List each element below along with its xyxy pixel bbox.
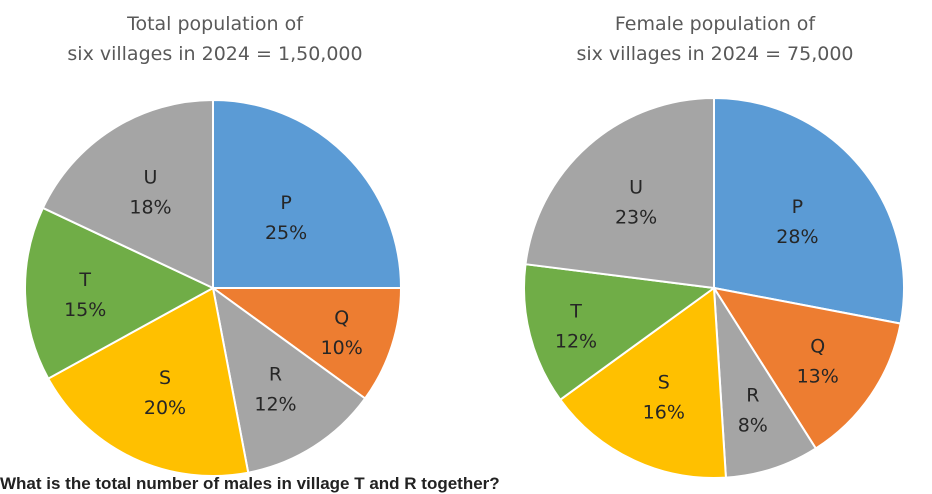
slice-category-label: T bbox=[569, 300, 582, 322]
slice-category-label: U bbox=[629, 177, 643, 199]
pie-slice-t bbox=[523, 263, 717, 402]
slice-category-label: S bbox=[159, 367, 171, 389]
slice-value-label: 8% bbox=[738, 414, 768, 436]
pie-slice-t bbox=[24, 206, 216, 380]
slice-value-label: 12% bbox=[254, 393, 296, 415]
chart-title-total: Total population of six villages in 2024… bbox=[20, 9, 410, 69]
slice-value-label: 16% bbox=[643, 402, 685, 424]
slice-category-label: R bbox=[746, 384, 759, 406]
slice-category-label: P bbox=[280, 192, 291, 214]
slice-category-label: Q bbox=[334, 307, 349, 329]
chart-title-line: six villages in 2024 = 75,000 bbox=[576, 43, 854, 65]
pie-slice-p bbox=[212, 98, 403, 289]
pie-slice-s bbox=[46, 286, 250, 477]
slice-value-label: 18% bbox=[129, 197, 171, 219]
slice-value-label: 25% bbox=[265, 222, 307, 244]
pie-slice-p bbox=[713, 96, 905, 325]
slice-category-label: S bbox=[658, 372, 670, 394]
chart-title-line: Total population of bbox=[127, 13, 303, 35]
slice-value-label: 13% bbox=[797, 366, 839, 388]
slice-value-label: 28% bbox=[776, 226, 818, 248]
pie-slice-u bbox=[41, 98, 214, 290]
slice-category-label: Q bbox=[810, 336, 825, 358]
pie-slice-s bbox=[558, 286, 727, 480]
slice-value-label: 20% bbox=[144, 397, 186, 419]
pie-slice-r bbox=[713, 287, 818, 479]
pie-slice-u bbox=[524, 96, 715, 290]
pie-slice-q bbox=[209, 287, 403, 400]
slice-category-label: T bbox=[78, 269, 91, 291]
question-text: What is the total number of males in vil… bbox=[0, 474, 500, 493]
pie-slice-q bbox=[711, 286, 902, 450]
chart-title-line: six villages in 2024 = 1,50,000 bbox=[67, 43, 363, 65]
pie-slice-r bbox=[211, 285, 367, 474]
slice-value-label: 10% bbox=[321, 337, 363, 359]
slice-value-label: 12% bbox=[555, 330, 597, 352]
slice-category-label: P bbox=[792, 196, 803, 218]
chart-title-line: Female population of bbox=[614, 13, 816, 35]
slice-category-label: R bbox=[269, 363, 282, 385]
slice-value-label: 15% bbox=[64, 299, 106, 321]
slice-category-label: U bbox=[144, 167, 158, 189]
slice-value-label: 23% bbox=[615, 207, 657, 229]
chart-title-female: Female population of six villages in 202… bbox=[520, 9, 910, 69]
